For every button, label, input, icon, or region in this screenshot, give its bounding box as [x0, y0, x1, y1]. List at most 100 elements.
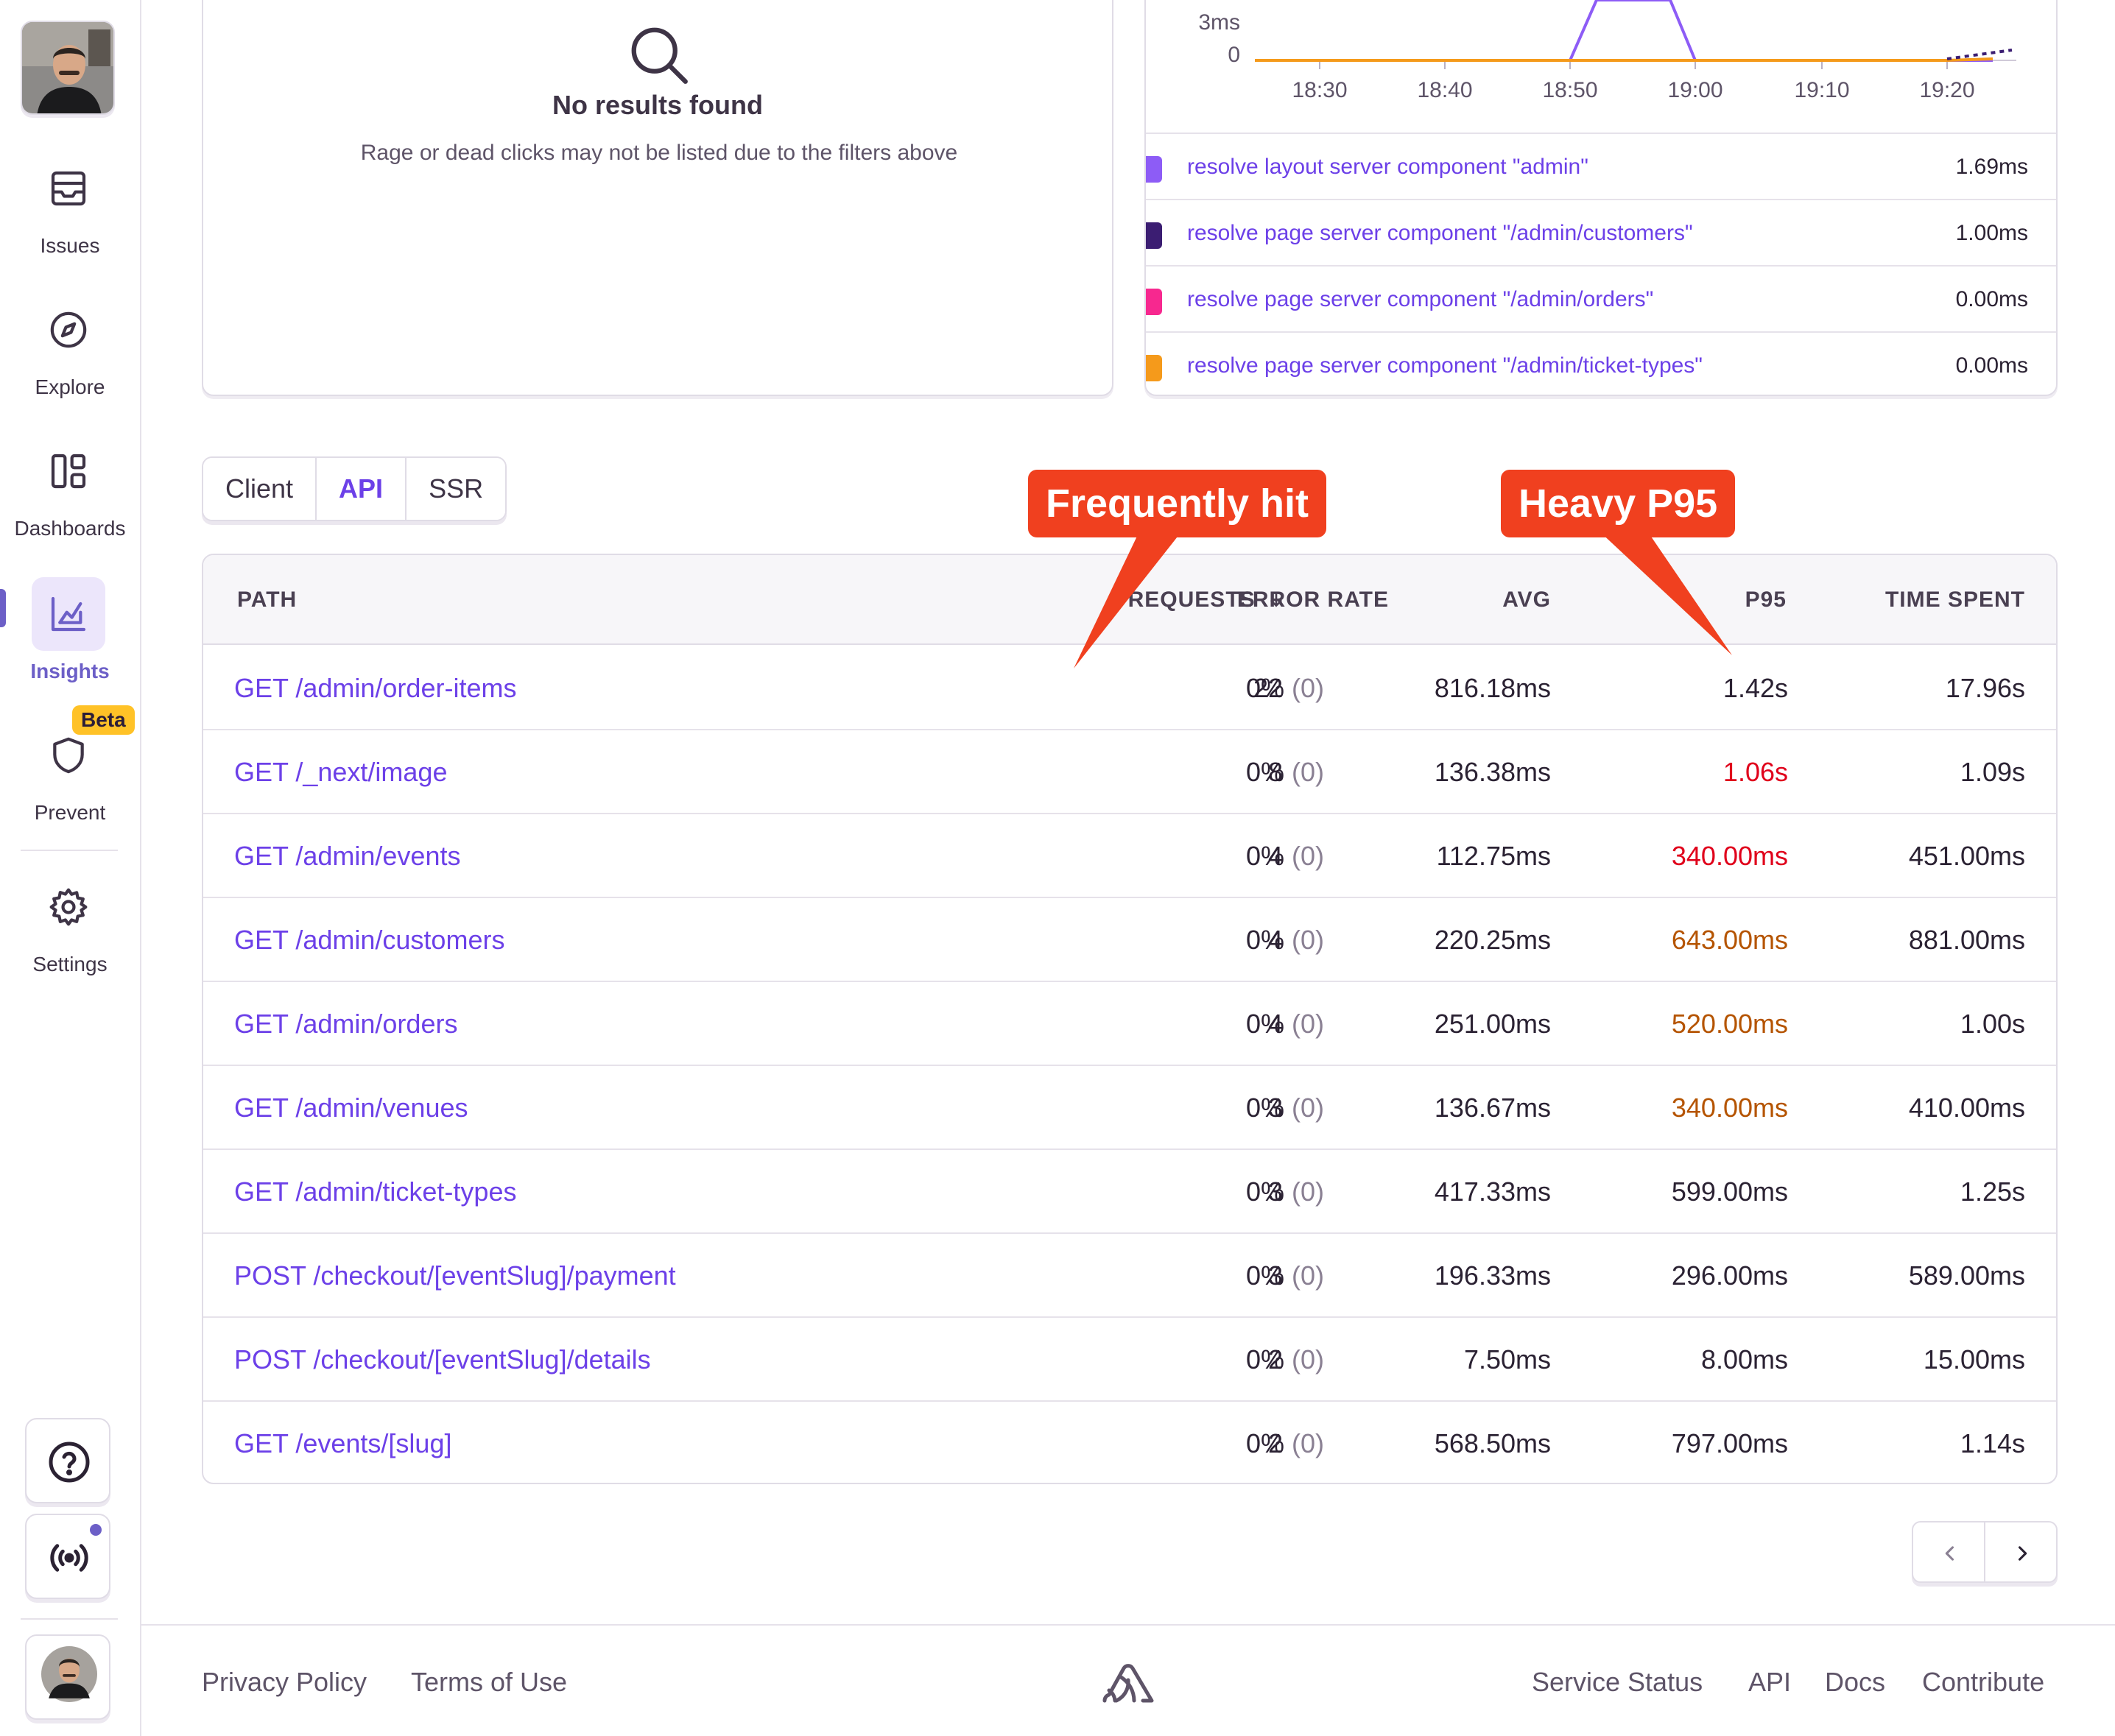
requests-cell: 2: [1267, 1344, 1283, 1375]
gear-icon: [49, 888, 88, 926]
contribute-link[interactable]: Contribute: [1922, 1667, 2045, 1697]
avg-cell: 417.33ms: [1434, 1176, 1551, 1207]
legend-row[interactable]: resolve layout server component "admin" …: [1146, 133, 2056, 199]
sidebar-item-issues[interactable]: Issues: [0, 152, 140, 269]
p95-cell: 340.00ms: [1671, 841, 1788, 871]
avatar-icon: [41, 1646, 97, 1702]
path-link[interactable]: GET /admin/venues: [234, 1093, 468, 1123]
error-rate-percent: 0% (0): [1246, 1009, 1324, 1040]
legend-value: 0.00ms: [1955, 287, 2028, 311]
empty-state-title: No results found: [552, 90, 763, 120]
broadcasts-button[interactable]: [25, 1514, 110, 1599]
next-page-button[interactable]: [1984, 1521, 2058, 1583]
requests-cell: 3: [1267, 1093, 1283, 1123]
service-status-link[interactable]: Service Status: [1532, 1667, 1703, 1697]
sidebar-item-settings[interactable]: Settings: [0, 870, 140, 988]
table-row[interactable]: GET /admin/orders 4 0% (0) 251.00ms 520.00ms…: [203, 982, 2056, 1066]
time-spent-cell: 1.14s: [1960, 1428, 2025, 1458]
avg-cell: 196.33ms: [1434, 1260, 1551, 1291]
error-count: (0): [1292, 1260, 1324, 1291]
api-link[interactable]: API: [1748, 1667, 1792, 1697]
previous-page-button[interactable]: [1912, 1521, 1985, 1583]
requests-cell: 4: [1267, 841, 1283, 871]
dashboard-icon: [51, 454, 86, 489]
dead-clicks-panel: No results found Rage or dead clicks may…: [202, 0, 1113, 396]
sidebar-item-prevent[interactable]: Prevent: [0, 719, 140, 836]
help-button[interactable]: [25, 1418, 110, 1503]
error-pct: 0%: [1245, 1428, 1284, 1458]
legend-row[interactable]: resolve page server component "/admin/or…: [1146, 265, 2056, 331]
user-avatar[interactable]: [25, 1634, 110, 1720]
notification-dot: [90, 1524, 102, 1536]
p95-cell: 797.00ms: [1671, 1428, 1788, 1458]
column-header-time-spent[interactable]: TIME SPENT: [1885, 588, 2025, 612]
callout-frequently-hit: Frequently hit: [1028, 470, 1327, 537]
p95-cell: 643.00ms: [1671, 925, 1788, 955]
p95-cell: 1.06s: [1722, 757, 1788, 787]
x-tick-label: 19:10: [1794, 78, 1849, 102]
column-header-avg[interactable]: AVG: [1502, 588, 1551, 612]
path-link[interactable]: POST /checkout/[eventSlug]/payment: [234, 1260, 676, 1291]
avg-cell: 136.38ms: [1434, 757, 1551, 787]
chevron-right-icon: [2018, 1546, 2027, 1561]
privacy-policy-link[interactable]: Privacy Policy: [202, 1667, 367, 1697]
path-link[interactable]: GET /admin/events: [234, 841, 461, 871]
p95-cell: 296.00ms: [1671, 1260, 1788, 1291]
y-tick-label: 3ms: [1198, 10, 1240, 35]
table-row[interactable]: GET /admin/ticket-types 3 0% (0) 417.33ms 59…: [203, 1150, 2056, 1234]
tab-api[interactable]: API: [317, 458, 407, 520]
path-link[interactable]: GET /admin/orders: [234, 1009, 458, 1039]
table-header: PATH REQUESTS ERROR RATE AVG P95 TIME SP…: [203, 555, 2056, 645]
path-link[interactable]: POST /checkout/[eventSlug]/details: [234, 1344, 651, 1375]
table-row[interactable]: GET /admin/customers 4 0% (0) 220.25ms 643.0…: [203, 898, 2056, 982]
column-header-path[interactable]: PATH: [237, 588, 298, 612]
path-link[interactable]: GET /events/[slug]: [234, 1428, 452, 1458]
table-row[interactable]: GET /admin/order-items 22 0% (0) 816.18ms 1.…: [203, 646, 2056, 730]
path-link[interactable]: GET /admin/customers: [234, 925, 505, 955]
legend-row[interactable]: resolve page server component "/admin/ti…: [1146, 331, 2056, 395]
beta-badge: Beta: [72, 705, 135, 735]
broadcast-icon: [50, 1544, 88, 1572]
sidebar-divider: [21, 850, 118, 851]
sidebar-item-insights[interactable]: Insights: [0, 577, 140, 695]
table-row[interactable]: GET /events/[slug] 2 0% (0) 568.50ms 797.00m…: [203, 1402, 2056, 1483]
error-pct: 0%: [1245, 1176, 1284, 1207]
path-link[interactable]: GET /_next/image: [234, 757, 448, 787]
requests-cell: 22: [1253, 673, 1283, 703]
column-header-error-rate[interactable]: ERROR RATE: [1236, 588, 1389, 612]
column-header-p95[interactable]: P95: [1745, 588, 1787, 612]
sort-arrow-down-icon: [1270, 592, 1282, 607]
docs-link[interactable]: Docs: [1825, 1667, 1886, 1697]
error-count: (0): [1292, 1428, 1324, 1458]
table-row[interactable]: POST /checkout/[eventSlug]/details 2 0% (0…: [203, 1318, 2056, 1402]
requests-cell: 3: [1267, 1176, 1283, 1207]
sentry-logo-icon[interactable]: [1102, 1658, 1155, 1705]
compass-icon: [50, 311, 87, 348]
table-row[interactable]: GET /_next/image 8 0% (0) 136.38ms 1.06s 1.09…: [203, 730, 2056, 814]
sidebar-item-dashboards[interactable]: Dashboards: [0, 434, 140, 552]
time-spent-cell: 17.96s: [1945, 673, 2025, 703]
error-pct: 0%: [1245, 1093, 1284, 1123]
path-link[interactable]: GET /admin/ticket-types: [234, 1176, 517, 1207]
legend-row[interactable]: resolve page server component "/admin/cu…: [1146, 199, 2056, 265]
terms-of-use-link[interactable]: Terms of Use: [411, 1667, 568, 1697]
table-row[interactable]: POST /checkout/[eventSlug]/payment 3 0% (0…: [203, 1234, 2056, 1318]
path-link[interactable]: GET /admin/order-items: [234, 673, 517, 703]
table-row[interactable]: GET /admin/venues 3 0% (0) 136.67ms 340.00ms…: [203, 1066, 2056, 1150]
duration-chart: 0ms 3ms 0 18:30 18:40 18:50 19:00 19:10 …: [1198, 0, 2016, 102]
time-spent-cell: 881.00ms: [1908, 925, 2025, 955]
request-type-tabs: Client API SSR: [202, 456, 507, 521]
table-row[interactable]: GET /admin/events 4 0% (0) 112.75ms 340.00ms…: [203, 814, 2056, 898]
p95-cell: 1.42s: [1722, 673, 1788, 703]
sidebar-item-explore[interactable]: Explore: [0, 293, 140, 411]
help-icon: [49, 1442, 90, 1483]
error-pct: 0%: [1245, 1344, 1284, 1375]
p95-cell: 599.00ms: [1671, 1176, 1788, 1207]
tab-ssr[interactable]: SSR: [407, 458, 506, 520]
org-avatar[interactable]: [21, 21, 115, 115]
avg-cell: 816.18ms: [1434, 673, 1551, 703]
legend-name: resolve page server component "/admin/cu…: [1187, 221, 1693, 245]
y-tick-label: 0ms: [1198, 0, 1240, 2]
requests-cell: 8: [1267, 757, 1283, 787]
tab-client[interactable]: Client: [203, 458, 317, 520]
